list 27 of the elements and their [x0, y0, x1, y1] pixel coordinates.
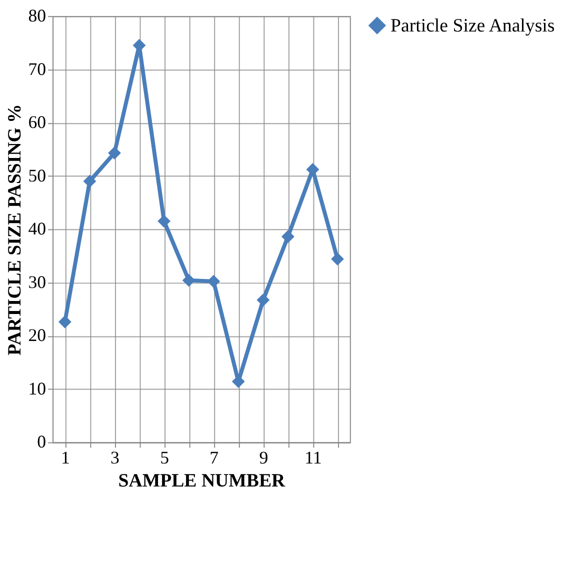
y-tick-label: 60 — [28, 112, 46, 132]
point — [207, 274, 220, 288]
x-tick-label: 11 — [304, 448, 322, 468]
point — [331, 252, 344, 266]
x-tick-label: 1 — [60, 448, 70, 468]
point — [182, 274, 196, 287]
point — [83, 174, 96, 188]
x-axis-title: SAMPLE NUMBER — [118, 470, 286, 492]
x-tick-label: 3 — [110, 448, 120, 468]
y-tick-label: 50 — [28, 165, 46, 186]
y-tick-label: 40 — [28, 218, 46, 239]
point — [108, 146, 121, 160]
legend-label: Particle Size Analysis — [390, 15, 555, 36]
x-tick-label: 7 — [210, 448, 219, 468]
y-tick-label: 80 — [28, 6, 46, 26]
x-tick-label: 9 — [259, 448, 268, 468]
x-tick-label: 5 — [160, 448, 170, 468]
point — [256, 294, 270, 306]
y-axis-title: PARTICLE SIZE PASSING % — [4, 104, 26, 356]
y-tick-label: 0 — [37, 432, 46, 452]
y-tick-label: 10 — [28, 378, 46, 398]
point — [158, 214, 170, 228]
point — [281, 230, 294, 244]
y-tick-label: 20 — [28, 325, 46, 346]
y-tick-label: 70 — [28, 58, 46, 79]
y-tick-label: 30 — [28, 272, 46, 292]
point — [58, 315, 72, 328]
